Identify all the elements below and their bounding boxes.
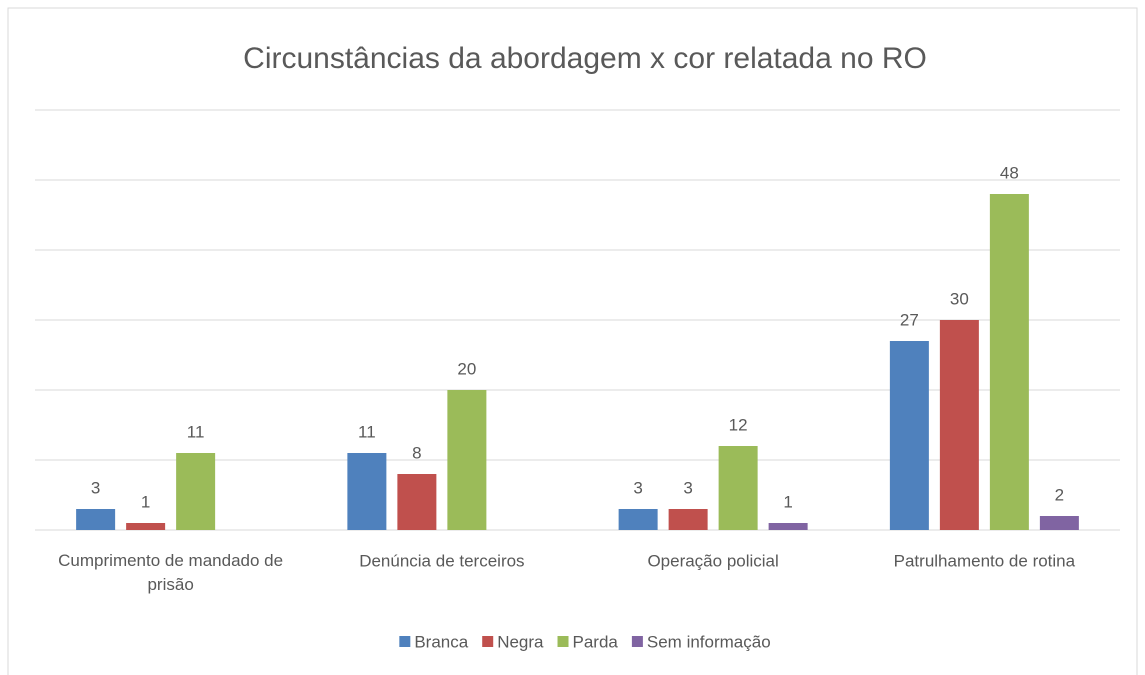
legend-swatch [399, 636, 411, 647]
data-label: 2 [1055, 485, 1064, 504]
legend-label: Sem informação [647, 632, 771, 651]
data-label: 27 [900, 310, 919, 329]
bar [76, 509, 116, 530]
x-tick-label: Operação policial [647, 551, 778, 570]
bar [768, 523, 808, 530]
bar [668, 509, 708, 530]
data-label: 3 [683, 478, 692, 497]
legend-swatch [557, 636, 569, 647]
x-tick-label: Cumprimento de mandado de prisão [58, 551, 283, 594]
bar [126, 523, 166, 530]
bar [176, 453, 216, 530]
bar [1039, 516, 1079, 530]
bar [889, 341, 929, 530]
data-label: 1 [141, 492, 150, 511]
x-tick-label: Denúncia de terceiros [359, 551, 524, 570]
bar [447, 390, 487, 530]
bar [718, 446, 758, 530]
x-tick-label: Patrulhamento de rotina [894, 551, 1076, 570]
bar [347, 453, 387, 530]
legend-label: Branca [414, 632, 468, 651]
data-label: 20 [457, 359, 476, 378]
legend-label: Negra [497, 632, 544, 651]
legend-swatch [631, 636, 643, 647]
data-label: 3 [91, 478, 100, 497]
data-label: 30 [950, 289, 969, 308]
data-label: 12 [729, 415, 748, 434]
data-label: 11 [187, 422, 205, 441]
bar [618, 509, 658, 530]
data-label: 1 [783, 492, 792, 511]
bar [397, 474, 437, 530]
bar [939, 320, 979, 530]
legend-swatch [482, 636, 494, 647]
chart-title: Circunstâncias da abordagem x cor relata… [243, 42, 927, 75]
bar [989, 194, 1029, 530]
data-label: 11 [358, 422, 376, 441]
legend-label: Parda [573, 632, 619, 651]
data-label: 8 [412, 443, 421, 462]
data-label: 48 [1000, 163, 1019, 182]
data-label: 3 [633, 478, 642, 497]
